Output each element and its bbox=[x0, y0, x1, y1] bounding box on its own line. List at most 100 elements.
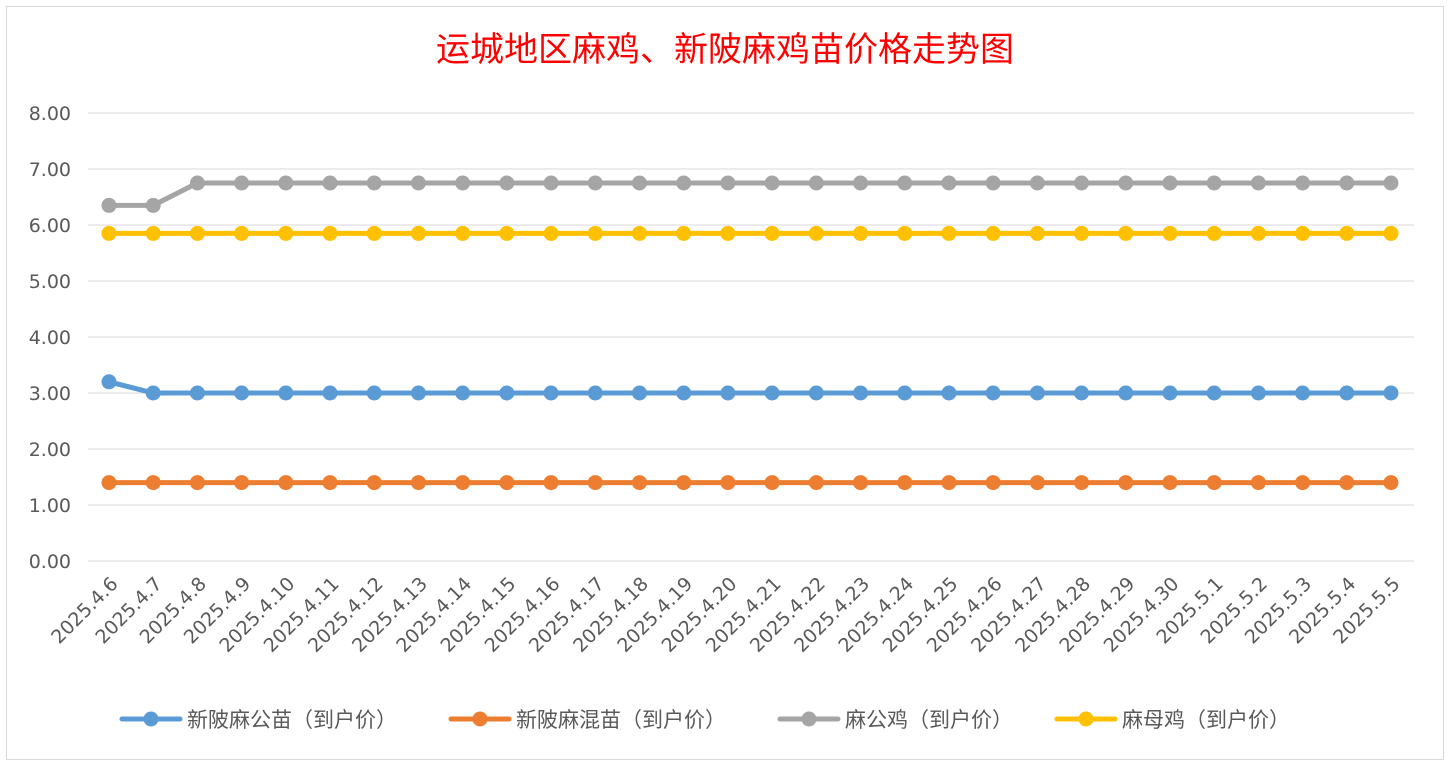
y-tick-label: 2.00 bbox=[29, 439, 71, 461]
data-point bbox=[366, 225, 382, 241]
data-point bbox=[1074, 175, 1090, 191]
data-point bbox=[1162, 225, 1178, 241]
y-tick-label: 5.00 bbox=[29, 271, 71, 293]
data-point bbox=[1295, 475, 1311, 491]
data-point bbox=[853, 385, 869, 401]
data-point bbox=[587, 225, 603, 241]
y-tick-label: 7.00 bbox=[29, 159, 71, 181]
data-point bbox=[145, 197, 161, 213]
data-point bbox=[410, 225, 426, 241]
data-point bbox=[853, 225, 869, 241]
data-point bbox=[455, 175, 471, 191]
legend: 新陂麻公苗（到户价） 新陂麻混苗（到户价） 麻公鸡（到户价） 麻母鸡（到户价） bbox=[119, 708, 1290, 732]
data-point bbox=[1383, 475, 1399, 491]
data-point bbox=[853, 175, 869, 191]
data-point bbox=[499, 175, 515, 191]
data-point bbox=[853, 475, 869, 491]
data-point bbox=[499, 385, 515, 401]
data-point bbox=[1383, 225, 1399, 241]
y-tick-label: 4.00 bbox=[29, 327, 71, 349]
legend-label: 新陂麻混苗（到户价） bbox=[516, 708, 726, 732]
legend-label: 麻母鸡（到户价） bbox=[1122, 708, 1290, 732]
data-point bbox=[1339, 225, 1355, 241]
series-group bbox=[101, 175, 1399, 213]
data-point bbox=[1295, 385, 1311, 401]
data-point bbox=[1118, 225, 1134, 241]
data-point bbox=[808, 175, 824, 191]
data-point bbox=[1074, 475, 1090, 491]
data-point bbox=[278, 175, 294, 191]
data-point bbox=[1383, 175, 1399, 191]
data-point bbox=[543, 385, 559, 401]
legend-item: 麻公鸡（到户价） bbox=[777, 708, 1013, 732]
data-point bbox=[455, 385, 471, 401]
data-point bbox=[322, 385, 338, 401]
data-point bbox=[631, 475, 647, 491]
y-tick-label: 6.00 bbox=[29, 215, 71, 237]
data-point bbox=[234, 475, 250, 491]
data-point bbox=[145, 225, 161, 241]
data-point bbox=[189, 385, 205, 401]
legend-marker bbox=[472, 711, 488, 727]
data-point bbox=[985, 385, 1001, 401]
data-point bbox=[720, 475, 736, 491]
data-point bbox=[322, 225, 338, 241]
data-point bbox=[985, 475, 1001, 491]
data-point bbox=[1339, 475, 1355, 491]
legend-label: 麻公鸡（到户价） bbox=[845, 708, 1013, 732]
data-point bbox=[455, 475, 471, 491]
data-point bbox=[322, 175, 338, 191]
chart-frame bbox=[6, 6, 1444, 760]
data-point bbox=[1074, 385, 1090, 401]
data-point bbox=[234, 385, 250, 401]
data-point bbox=[410, 175, 426, 191]
data-point bbox=[1295, 225, 1311, 241]
data-point bbox=[897, 175, 913, 191]
data-point bbox=[1118, 385, 1134, 401]
series-group bbox=[101, 475, 1399, 491]
data-point bbox=[543, 225, 559, 241]
y-tick-label: 1.00 bbox=[29, 495, 71, 517]
data-point bbox=[631, 385, 647, 401]
data-point bbox=[720, 225, 736, 241]
data-point bbox=[543, 475, 559, 491]
data-point bbox=[941, 225, 957, 241]
data-point bbox=[499, 225, 515, 241]
data-point bbox=[1339, 385, 1355, 401]
data-point bbox=[1339, 175, 1355, 191]
data-point bbox=[764, 225, 780, 241]
data-point bbox=[278, 475, 294, 491]
legend-item: 新陂麻混苗（到户价） bbox=[448, 708, 726, 732]
legend-marker bbox=[143, 711, 159, 727]
data-point bbox=[145, 385, 161, 401]
data-point bbox=[631, 225, 647, 241]
data-point bbox=[366, 175, 382, 191]
data-point bbox=[1162, 475, 1178, 491]
legend-marker bbox=[801, 711, 817, 727]
data-point bbox=[985, 225, 1001, 241]
data-point bbox=[676, 385, 692, 401]
data-point bbox=[720, 385, 736, 401]
data-point bbox=[941, 475, 957, 491]
legend-marker bbox=[1078, 711, 1094, 727]
y-tick-label: 0.00 bbox=[29, 551, 71, 573]
series-group bbox=[101, 225, 1399, 241]
series-group bbox=[101, 374, 1399, 401]
data-point bbox=[941, 175, 957, 191]
data-point bbox=[101, 225, 117, 241]
data-point bbox=[101, 197, 117, 213]
data-point bbox=[499, 475, 515, 491]
y-axis: 0.00 1.00 2.00 3.00 4.00 5.00 6.00 7.00 8.00 bbox=[29, 103, 71, 573]
data-point bbox=[322, 475, 338, 491]
data-point bbox=[985, 175, 1001, 191]
data-point bbox=[808, 475, 824, 491]
data-point bbox=[587, 175, 603, 191]
data-point bbox=[189, 475, 205, 491]
data-point bbox=[1029, 225, 1045, 241]
data-point bbox=[1029, 475, 1045, 491]
data-point bbox=[366, 385, 382, 401]
chart-title: 运城地区麻鸡、新陂麻鸡苗价格走势图 bbox=[436, 30, 1014, 70]
data-point bbox=[764, 475, 780, 491]
data-point bbox=[587, 385, 603, 401]
